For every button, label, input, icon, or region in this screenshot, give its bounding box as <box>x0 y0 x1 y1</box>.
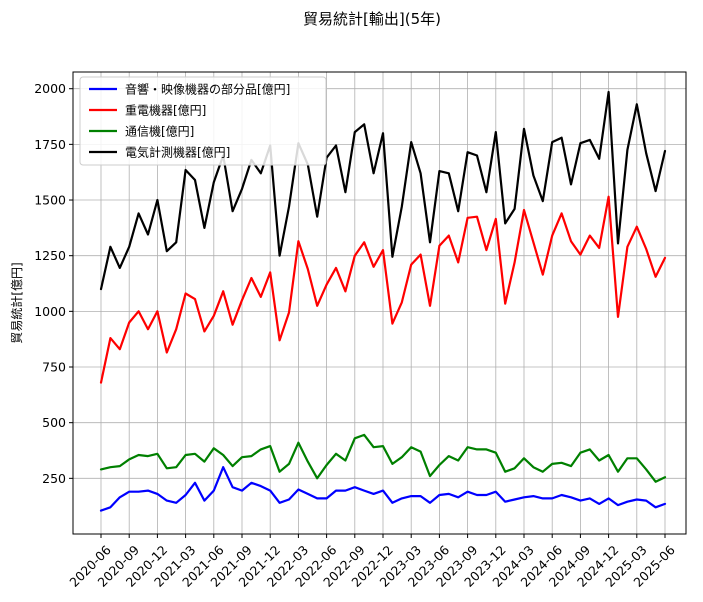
legend-label: 通信機[億円] <box>125 124 194 139</box>
chart-title: 貿易統計[輸出](5年) <box>303 10 441 28</box>
legend-box <box>79 76 327 166</box>
y-tick-label: 2000 <box>34 81 66 96</box>
y-tick-label: 1500 <box>34 193 66 208</box>
y-tick-label: 1000 <box>34 304 66 319</box>
series-layer <box>99 90 667 512</box>
y-tick-label: 500 <box>42 415 66 430</box>
series-line-3 <box>99 90 667 291</box>
y-tick-label: 1750 <box>34 137 66 152</box>
y-axis-label: 貿易統計[億円] <box>9 262 24 343</box>
plot-frame <box>72 71 687 535</box>
legend-label: 音響・映像機器の部分品[億円] <box>125 82 290 97</box>
series-line-2 <box>99 433 667 483</box>
series-line-0 <box>99 466 667 512</box>
y-tick-label: 750 <box>42 360 66 375</box>
x-axis: 2020-062020-092020-122021-032021-062021-… <box>66 534 678 590</box>
y-axis: 250 500 750 1000 1250 1500 1750 2000 <box>34 81 73 486</box>
series-line-1 <box>99 195 667 384</box>
legend-label: 電気計測機器[億円] <box>125 145 230 160</box>
legend-label: 重電機器[億円] <box>125 103 206 118</box>
legend: 音響・映像機器の部分品[億円] 重電機器[億円] 通信機[億円] 電気計測機器[億円] <box>79 76 327 166</box>
y-tick-label: 250 <box>42 471 66 486</box>
y-tick-label: 1250 <box>34 248 66 263</box>
